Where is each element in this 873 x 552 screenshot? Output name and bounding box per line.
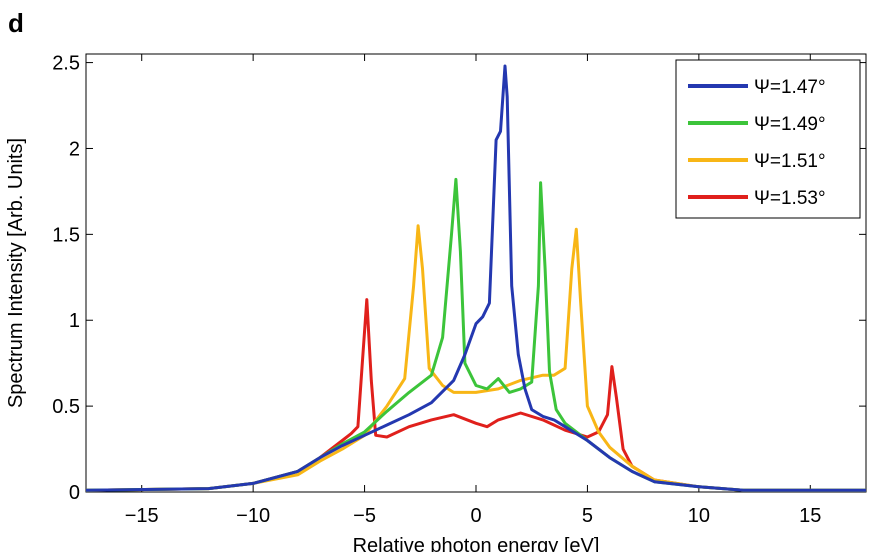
y-tick-label: 0.5 [52,396,80,418]
legend-entry: Ψ=1.47° [754,77,826,98]
x-axis-label: Relative photon energy [eV] [353,535,600,552]
x-tick-label: −10 [236,505,270,527]
y-tick-label: 2 [69,138,80,160]
x-tick-label: 10 [688,505,710,527]
legend-entry: Ψ=1.53° [754,188,826,209]
y-tick-label: 0 [69,482,80,504]
series-line-1 [85,64,866,492]
y-tick-label: 2.5 [52,53,80,75]
x-tick-label: −5 [353,505,376,527]
y-axis-label: Spectrum Intensity [Arb. Units] [5,138,27,408]
axis-ticks: −15 −10 −5 0 5 10 15 0 0.5 1 1.5 2 2.5 [52,53,866,527]
series-layer [85,64,866,492]
x-tick-label: 0 [470,505,481,527]
x-tick-label: 15 [799,505,821,527]
x-tick-label: −15 [125,505,159,527]
panel-label: d [8,8,24,38]
y-tick-label: 1.5 [52,224,80,246]
series-line-4 [85,298,866,492]
series-line-2 [85,177,866,492]
x-tick-label: 5 [582,505,593,527]
legend-entry: Ψ=1.49° [754,114,826,135]
y-tick-label: 1 [69,310,80,332]
series-line-3 [85,224,866,492]
legend-entry: Ψ=1.51° [754,151,826,172]
legend: Ψ=1.47° Ψ=1.49° Ψ=1.51° Ψ=1.53° [675,59,861,219]
